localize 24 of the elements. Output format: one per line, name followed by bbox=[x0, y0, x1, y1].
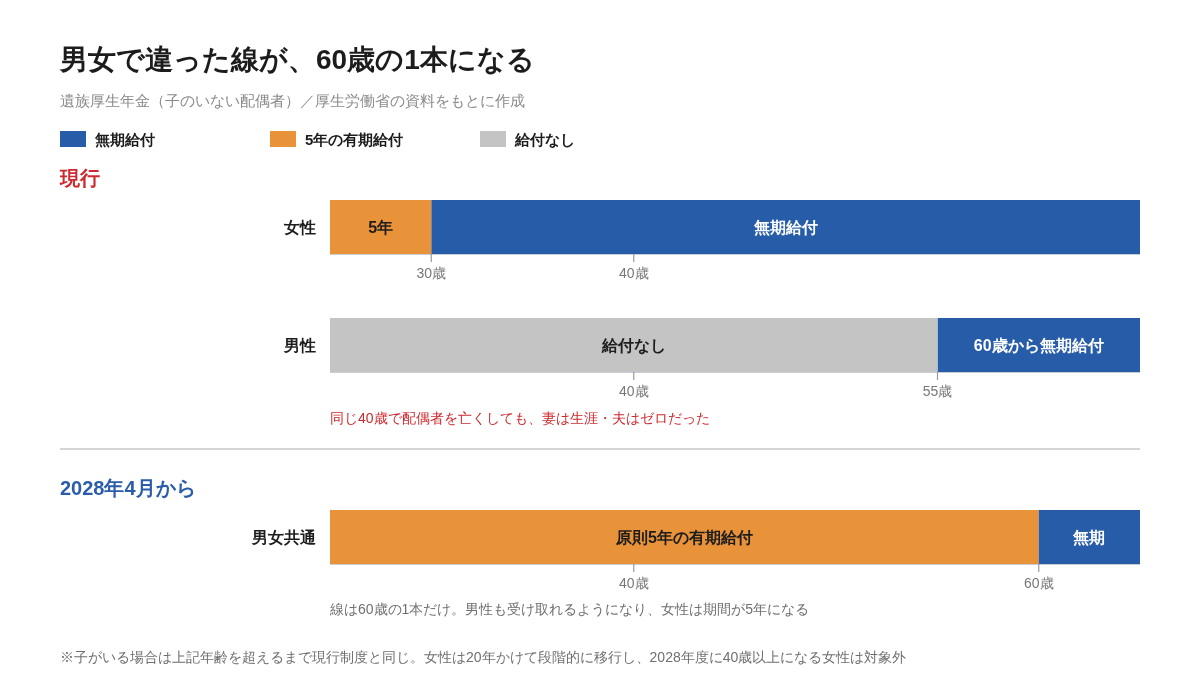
legend-label: 5年の有期給付 bbox=[305, 130, 404, 148]
x-tick-label: 40歳 bbox=[618, 575, 649, 591]
text: 現行 bbox=[59, 167, 100, 189]
annotation: 無期 bbox=[1072, 528, 1106, 547]
y-tick-label: 男女共通 bbox=[251, 528, 317, 546]
annotation: 5年 bbox=[368, 218, 394, 236]
x-tick-label: 60歳 bbox=[1023, 575, 1054, 591]
text: 2028年4月から bbox=[60, 477, 196, 499]
x-tick-label: 55歳 bbox=[922, 383, 953, 399]
x-tick-label: 40歳 bbox=[618, 265, 649, 281]
series-label: 給付なし bbox=[600, 336, 666, 355]
x-tick-label: 40歳 bbox=[618, 383, 649, 399]
text: 線は60歳の1本だけ。男性も受け取れるようになり、女性は期間が5年になる bbox=[329, 601, 810, 617]
legend-label: 無期給付 bbox=[94, 130, 155, 148]
annotation: 無期給付 bbox=[752, 218, 818, 237]
chart-title: 男女で違った線が、60歳の1本になる bbox=[59, 43, 535, 75]
chart-subtitle: 遺族厚生年金（子のいない配偶者）／厚生労働省の資料をもとに作成 bbox=[60, 91, 525, 109]
y-tick-label: 男性 bbox=[283, 336, 316, 354]
text: ※子がいる場合は上記年齢を超えるまで現行制度と同じ。女性は20年かけて段階的に移行し、2028年度に40歳以上になる女性は対象外 bbox=[60, 649, 907, 665]
x-tick-label: 30歳 bbox=[416, 265, 447, 281]
annotation: 原則5年の有期給付 bbox=[614, 528, 753, 546]
annotation: 60歳から無期給付 bbox=[973, 336, 1104, 355]
y-tick-label: 女性 bbox=[283, 218, 316, 236]
text: 同じ40歳で配偶者を亡くしても、妻は生涯・夫はゼロだった bbox=[330, 410, 710, 426]
